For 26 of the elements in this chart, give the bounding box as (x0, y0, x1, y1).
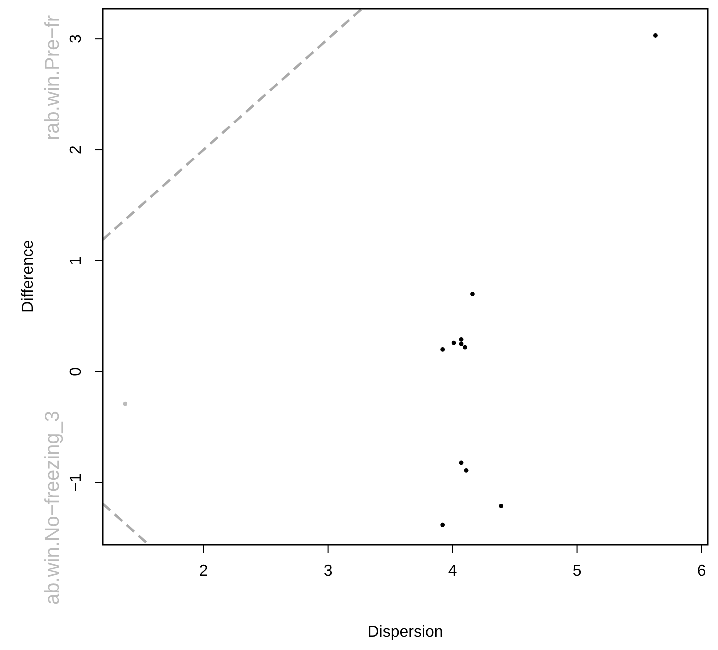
point (440, 522, 446, 528)
text: rab.win.Pre−fr (42, 15, 64, 141)
x-axis-title: Dispersion (368, 624, 444, 641)
text: ab.win.No−freezing_3 (42, 410, 64, 606)
point (499, 504, 504, 508)
point (459, 342, 464, 346)
point (123, 402, 128, 406)
point (463, 345, 468, 350)
point (464, 468, 469, 473)
y-tick-label: −1 (68, 474, 85, 492)
point (459, 460, 464, 466)
x-tick-label: 3 (324, 563, 333, 580)
x-tick-label: 5 (572, 563, 582, 580)
y-tick-label: 3 (68, 34, 85, 44)
point (459, 338, 464, 342)
point (654, 34, 658, 38)
x-tick-label: 6 (697, 563, 706, 580)
x-tick-label: 4 (448, 563, 458, 580)
point (452, 340, 456, 346)
point (470, 292, 475, 296)
x-tick-label: 2 (199, 563, 208, 580)
y-tick-label: 1 (68, 256, 85, 266)
y-axis-title: Difference (20, 240, 37, 313)
y-tick-label: 0 (68, 367, 85, 376)
point (440, 348, 446, 352)
y-tick-label: 2 (68, 145, 85, 154)
